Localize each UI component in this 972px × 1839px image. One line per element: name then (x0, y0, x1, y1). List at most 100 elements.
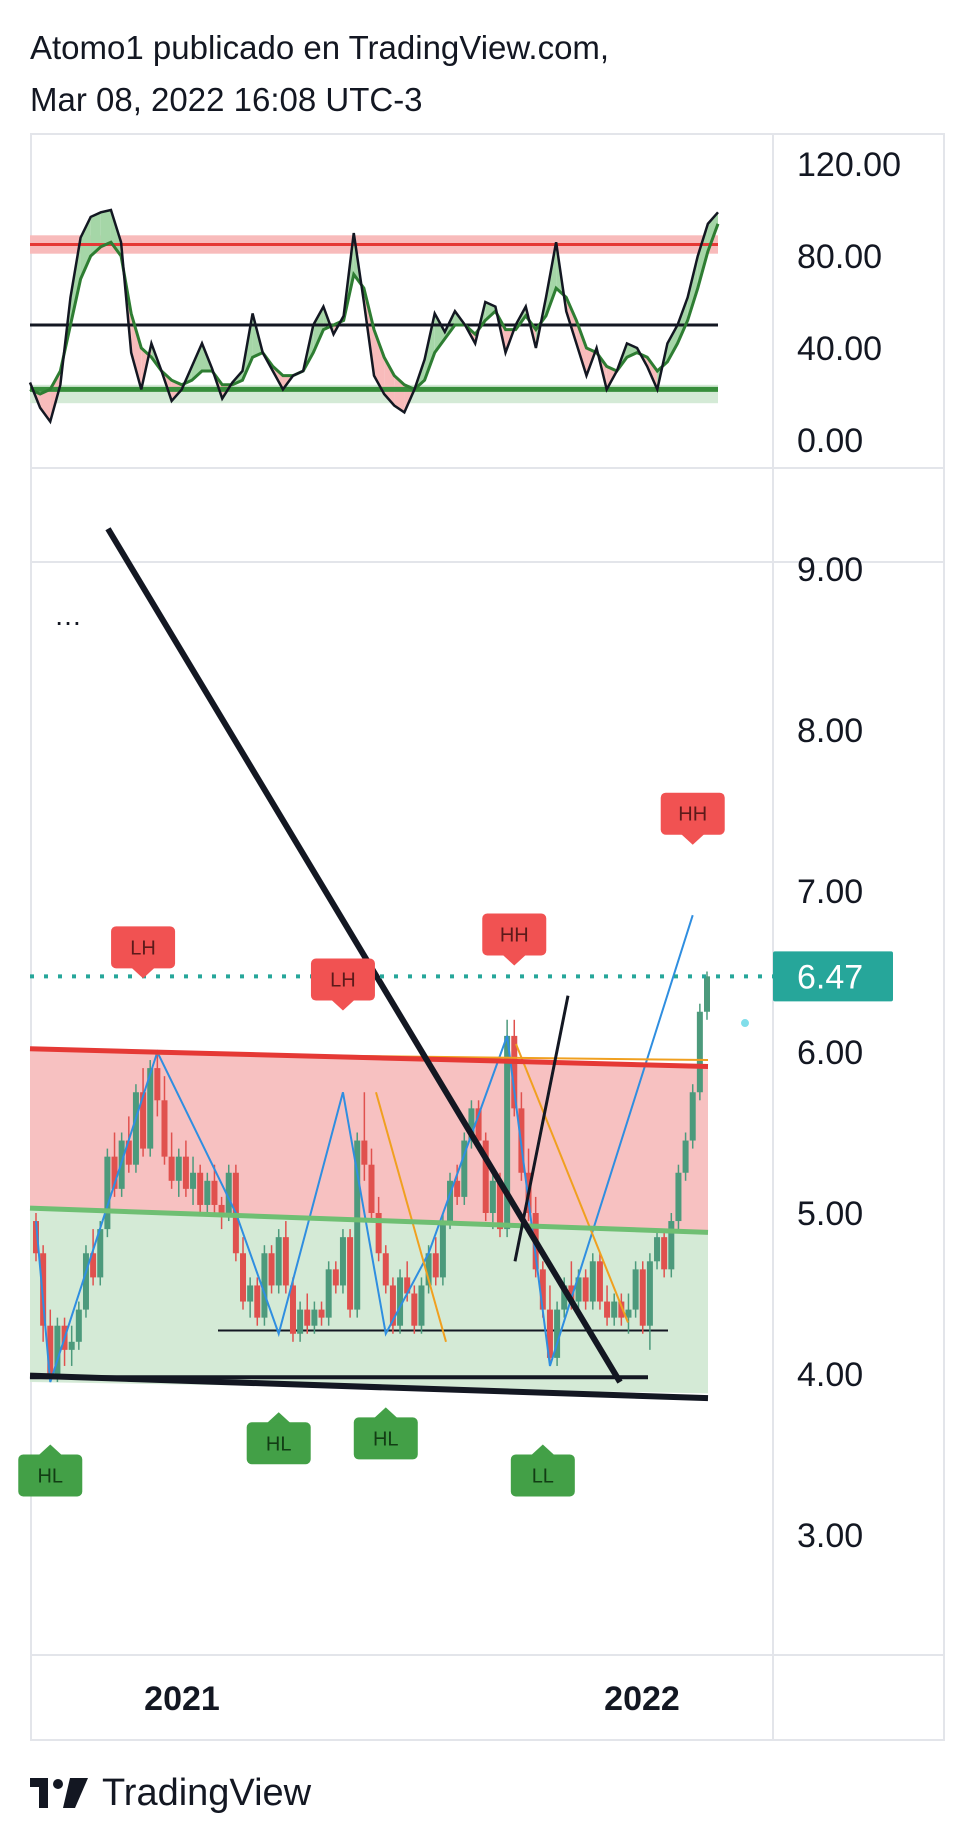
last-price-tag (773, 951, 893, 1002)
candle-body (432, 1253, 439, 1278)
candle-body (439, 1221, 446, 1278)
oscillator-y-tick: 120.00 (797, 146, 901, 184)
last-price-tag-text: 6.47 (797, 958, 863, 996)
legend-more-icon[interactable]: … (54, 600, 82, 631)
candle-body (625, 1309, 632, 1318)
price-y-tick: 8.00 (797, 712, 863, 750)
pivot-label-box (310, 958, 375, 1001)
oscillator-fill (131, 313, 142, 390)
oscillator-fill (434, 313, 445, 353)
candle-body (254, 1285, 261, 1318)
footer-brand-text: TradingView (102, 1771, 312, 1814)
candle-body (411, 1293, 418, 1326)
candle-body (596, 1261, 603, 1302)
candle-body (461, 1140, 468, 1197)
candle-body (568, 1285, 575, 1302)
oscillator-fill (40, 389, 51, 422)
candle-body (632, 1269, 639, 1310)
bottom-trend-line (29, 1372, 709, 1402)
candle-body (211, 1180, 218, 1205)
candle-body (354, 1140, 361, 1310)
candle-body (368, 1164, 375, 1213)
pivot-label-lh: LH (310, 958, 375, 1011)
pivot-label-pointer (266, 1412, 291, 1424)
descending-trend-line (105, 527, 623, 1384)
pivot-label-box (353, 1417, 418, 1460)
candle-body (339, 1237, 346, 1286)
candle-body (546, 1309, 553, 1358)
candle-body (668, 1221, 675, 1270)
candle-body (332, 1269, 339, 1286)
pivot-label-box (18, 1454, 83, 1497)
pivot-label-hl: HL (246, 1412, 311, 1465)
pivot-label-pointer (680, 833, 705, 845)
oscillator-y-tick: 0.00 (797, 422, 863, 460)
candle-body (589, 1261, 596, 1302)
pivot-label-text: LH (130, 937, 156, 959)
candle-body (361, 1140, 368, 1165)
candle-body (646, 1261, 653, 1326)
pivot-label-pointer (131, 967, 156, 979)
oscillator-fill (687, 256, 698, 321)
candle-body (82, 1253, 89, 1310)
price-y-tick: 7.00 (797, 873, 863, 911)
time-axis-tick: 2022 (604, 1680, 680, 1718)
pivot-label-pointer (502, 954, 527, 966)
candle-body (240, 1253, 247, 1302)
candle-body (140, 1092, 147, 1149)
chart-frame (30, 133, 945, 1741)
oscillator-fill (80, 216, 91, 279)
oscillator-y-tick: 40.00 (797, 330, 882, 368)
candle-body (539, 1269, 546, 1310)
candle-body (40, 1253, 47, 1326)
candle-body (289, 1285, 296, 1334)
pivot-label-box (510, 1454, 575, 1497)
candle-body (561, 1285, 568, 1310)
pivot-label-box (246, 1422, 311, 1465)
candle-body (554, 1309, 561, 1358)
candle-body (154, 1068, 161, 1101)
pivot-label-hh: HH (660, 792, 725, 845)
candle-body (696, 1011, 703, 1093)
candle-body (261, 1253, 268, 1318)
candle-body (418, 1285, 425, 1326)
candle-body (604, 1301, 611, 1318)
orange-trend-line (375, 1091, 447, 1343)
candle-body (275, 1237, 282, 1286)
candle-body (268, 1253, 275, 1286)
candle-body (347, 1237, 354, 1310)
candle-body (168, 1156, 175, 1181)
candle-body (704, 976, 710, 1012)
candle-body (654, 1237, 661, 1262)
candle-body (125, 1140, 132, 1165)
pivot-label-pointer (38, 1444, 63, 1456)
candle-body (682, 1140, 689, 1173)
pivot-label-box (482, 913, 547, 956)
pivot-label-hh: HH (482, 913, 547, 966)
candle-body (689, 1092, 696, 1141)
candle-body (404, 1277, 411, 1294)
oscillator-fill (576, 320, 587, 376)
candle-body (475, 1108, 482, 1141)
footer-branding: TradingView (30, 1770, 311, 1816)
oscillator-fill (677, 297, 688, 344)
candle-body (661, 1237, 668, 1270)
candle-body (454, 1180, 461, 1197)
price-y-tick: 3.00 (797, 1517, 863, 1555)
breakout-trend-line (513, 995, 570, 1262)
candle-body (325, 1269, 332, 1318)
price-y-tick: 5.00 (797, 1195, 863, 1233)
pivot-label-text: HL (373, 1428, 399, 1450)
pivot-label-hl: HL (18, 1444, 83, 1497)
candle-body (639, 1269, 646, 1326)
candle-body (575, 1277, 582, 1302)
oscillator-fill (100, 210, 111, 247)
candle-body (397, 1277, 404, 1326)
candle-body (75, 1309, 82, 1342)
candle-body (190, 1172, 197, 1189)
candle-body (496, 1180, 503, 1230)
publish-date-line: Mar 08, 2022 16:08 UTC-3 (30, 81, 423, 118)
pivot-label-text: LH (330, 970, 356, 992)
lower-channel-line (29, 1205, 709, 1235)
